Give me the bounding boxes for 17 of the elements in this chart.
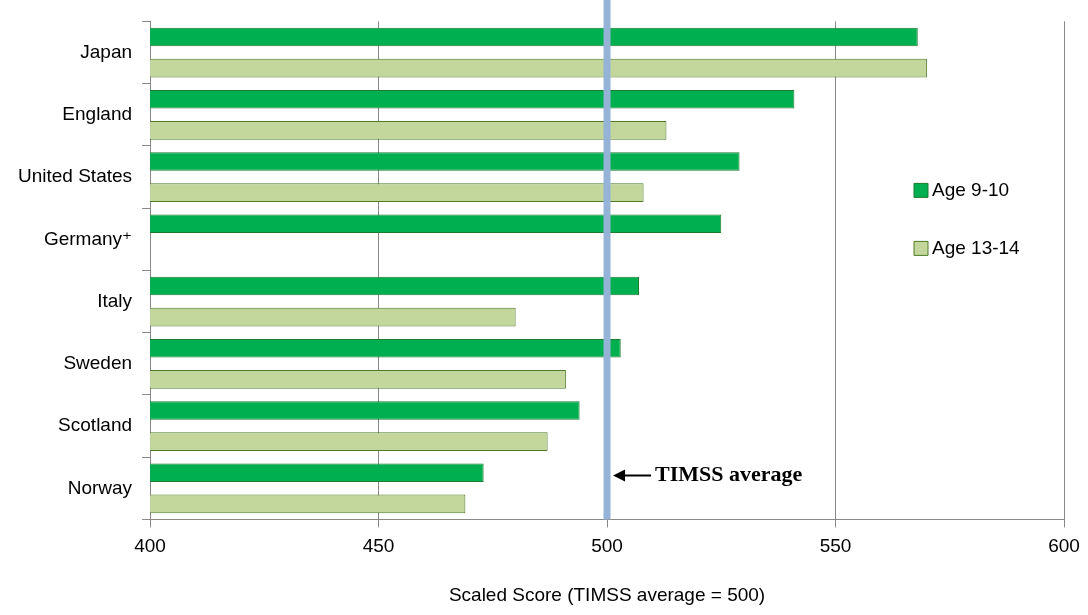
y-tick-label: Germany⁺ xyxy=(43,227,133,249)
y-tick-label: Norway xyxy=(67,476,133,498)
x-tick-label: 550 xyxy=(819,535,852,557)
legend-label: Age 13-14 xyxy=(932,236,1021,258)
y-tick-label: United States xyxy=(17,165,133,187)
y-tick-label: Scotland xyxy=(58,414,133,436)
x-axis-title: Scaled Score (TIMSS average = 500) xyxy=(448,583,766,605)
x-tick-label: 450 xyxy=(362,535,395,557)
y-tick-label: England xyxy=(62,103,133,125)
legend-label: Age 9-10 xyxy=(932,178,1010,200)
x-tick-label: 600 xyxy=(1048,535,1080,557)
y-tick-label: Italy xyxy=(97,289,133,311)
x-tick-label: 400 xyxy=(134,535,166,557)
ref-line-label: TIMSS average xyxy=(655,461,803,487)
y-tick-label: Sweden xyxy=(63,352,133,374)
y-tick-label: Japan xyxy=(80,40,133,62)
x-tick-label: 500 xyxy=(591,535,623,557)
